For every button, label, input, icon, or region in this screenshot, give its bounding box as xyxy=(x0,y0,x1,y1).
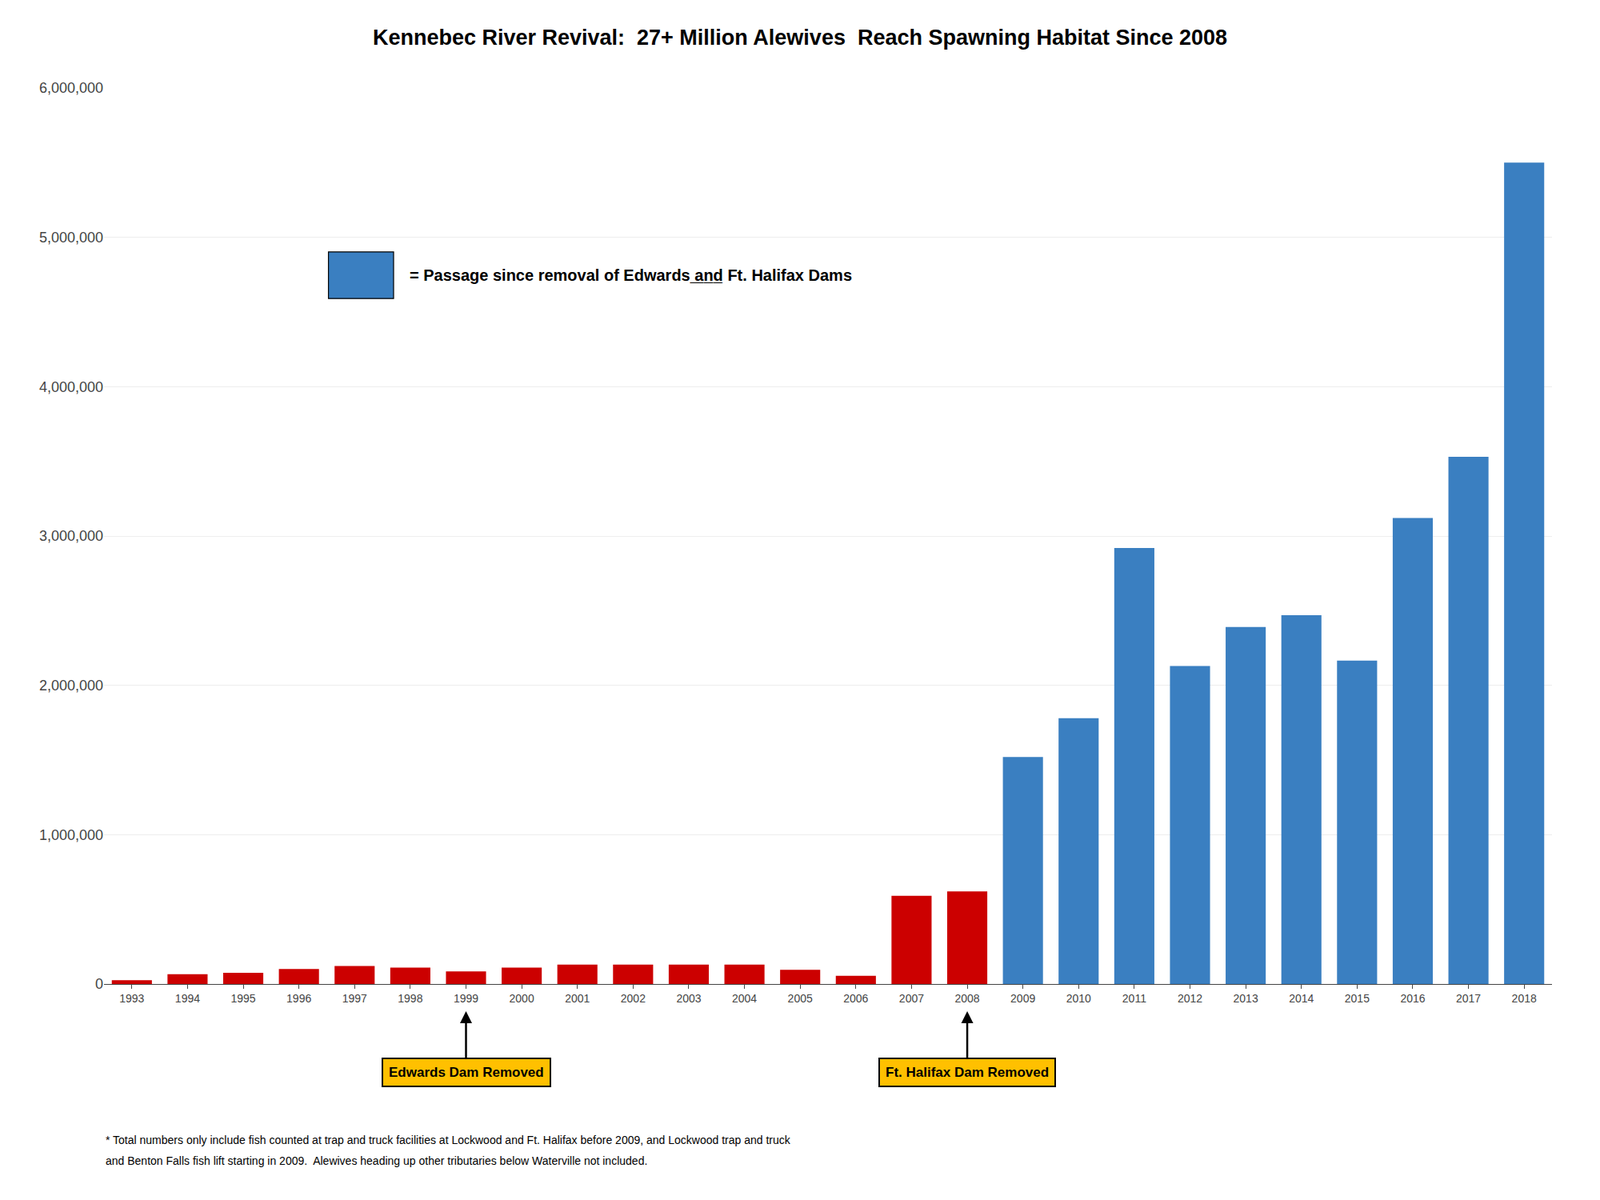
svg-text:1,000,000: 1,000,000 xyxy=(39,827,104,844)
svg-text:2008: 2008 xyxy=(954,992,980,1005)
svg-text:2015: 2015 xyxy=(1344,992,1370,1005)
svg-text:2002: 2002 xyxy=(620,992,646,1005)
svg-text:Edwards Dam Removed: Edwards Dam Removed xyxy=(388,1064,544,1080)
svg-text:2009: 2009 xyxy=(1010,992,1036,1005)
svg-text:1998: 1998 xyxy=(397,992,423,1005)
svg-text:6,000,000: 6,000,000 xyxy=(39,80,104,96)
svg-text:2,000,000: 2,000,000 xyxy=(39,677,104,694)
svg-text:2018: 2018 xyxy=(1512,992,1537,1005)
svg-text:2007: 2007 xyxy=(899,992,924,1005)
svg-text:1995: 1995 xyxy=(230,992,256,1005)
svg-text:2003: 2003 xyxy=(676,992,701,1005)
svg-text:2005: 2005 xyxy=(788,992,813,1005)
svg-text:= Passage since removal of Edw: = Passage since removal of Edwards ̲a̲n̲… xyxy=(409,266,852,284)
svg-text:1997: 1997 xyxy=(342,992,368,1005)
svg-text:1994: 1994 xyxy=(175,992,200,1005)
svg-text:Kennebec River Revival: 27+ M: Kennebec River Revival: 27+ Million Alew… xyxy=(372,25,1228,50)
svg-text:4,000,000: 4,000,000 xyxy=(39,379,104,396)
svg-text:0: 0 xyxy=(95,976,104,992)
svg-text:1996: 1996 xyxy=(286,992,312,1005)
svg-text:1993: 1993 xyxy=(119,992,144,1005)
svg-text:* Total numbers only include f: * Total numbers only include fish counte… xyxy=(105,1133,792,1147)
svg-text:1999: 1999 xyxy=(453,992,479,1005)
svg-text:2016: 2016 xyxy=(1400,992,1425,1005)
svg-text:2010: 2010 xyxy=(1066,992,1092,1005)
svg-text:and Benton Falls fish lift sta: and Benton Falls fish lift starting in 2… xyxy=(105,1154,648,1168)
svg-text:2001: 2001 xyxy=(564,992,590,1005)
svg-text:2014: 2014 xyxy=(1288,992,1314,1005)
svg-text:2013: 2013 xyxy=(1233,992,1259,1005)
svg-text:2000: 2000 xyxy=(509,992,535,1005)
svg-text:Ft. Halifax Dam Removed: Ft. Halifax Dam Removed xyxy=(885,1064,1049,1080)
svg-text:5,000,000: 5,000,000 xyxy=(39,229,104,246)
svg-text:2012: 2012 xyxy=(1177,992,1203,1005)
svg-text:2017: 2017 xyxy=(1456,992,1481,1005)
svg-text:2006: 2006 xyxy=(843,992,868,1005)
svg-text:2011: 2011 xyxy=(1122,992,1147,1005)
svg-text:3,000,000: 3,000,000 xyxy=(39,528,104,544)
svg-text:2004: 2004 xyxy=(732,992,757,1005)
